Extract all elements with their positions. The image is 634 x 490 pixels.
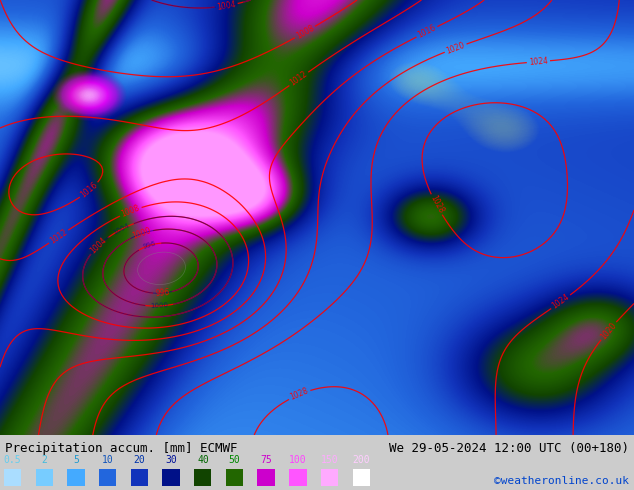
- Text: 1004: 1004: [220, 0, 239, 10]
- Bar: [226, 469, 243, 486]
- Bar: [321, 469, 338, 486]
- Text: 1004: 1004: [216, 0, 236, 12]
- Text: 1004: 1004: [112, 222, 131, 236]
- Text: 5: 5: [73, 455, 79, 465]
- Text: 1028: 1028: [428, 194, 445, 215]
- Bar: [99, 469, 117, 486]
- Text: 100: 100: [289, 455, 307, 465]
- Text: 0.5: 0.5: [4, 455, 22, 465]
- Text: 1008: 1008: [294, 24, 316, 41]
- Text: We 29-05-2024 12:00 UTC (00+180): We 29-05-2024 12:00 UTC (00+180): [389, 441, 629, 455]
- Text: 1016: 1016: [79, 181, 100, 200]
- Text: 1012: 1012: [288, 70, 309, 88]
- Text: 1020: 1020: [445, 40, 466, 55]
- Text: 200: 200: [353, 455, 370, 465]
- Bar: [162, 469, 180, 486]
- Bar: [67, 469, 84, 486]
- Text: 1024: 1024: [529, 56, 548, 67]
- Text: 996: 996: [143, 241, 157, 250]
- Text: 75: 75: [261, 455, 272, 465]
- Text: 30: 30: [165, 455, 177, 465]
- Text: 1024: 1024: [550, 293, 571, 311]
- Text: 1012: 1012: [48, 227, 69, 245]
- Text: 996: 996: [155, 288, 170, 298]
- Text: 20: 20: [134, 455, 145, 465]
- Text: 150: 150: [321, 455, 339, 465]
- Text: 10: 10: [102, 455, 113, 465]
- Bar: [194, 469, 212, 486]
- Bar: [353, 469, 370, 486]
- Text: 1000: 1000: [150, 303, 169, 309]
- Text: 1016: 1016: [417, 24, 437, 40]
- Bar: [131, 469, 148, 486]
- Text: 1004: 1004: [89, 235, 109, 255]
- Text: 1008: 1008: [120, 204, 141, 219]
- Text: 50: 50: [229, 455, 240, 465]
- Text: 2: 2: [41, 455, 48, 465]
- Text: ©weatheronline.co.uk: ©weatheronline.co.uk: [494, 476, 629, 486]
- Text: Precipitation accum. [mm] ECMWF: Precipitation accum. [mm] ECMWF: [5, 441, 238, 455]
- Bar: [36, 469, 53, 486]
- Text: 40: 40: [197, 455, 209, 465]
- Text: 1028: 1028: [289, 387, 310, 402]
- Bar: [289, 469, 307, 486]
- Text: 1000: 1000: [131, 226, 152, 241]
- Text: 1020: 1020: [599, 320, 618, 341]
- Bar: [257, 469, 275, 486]
- Bar: [4, 469, 22, 486]
